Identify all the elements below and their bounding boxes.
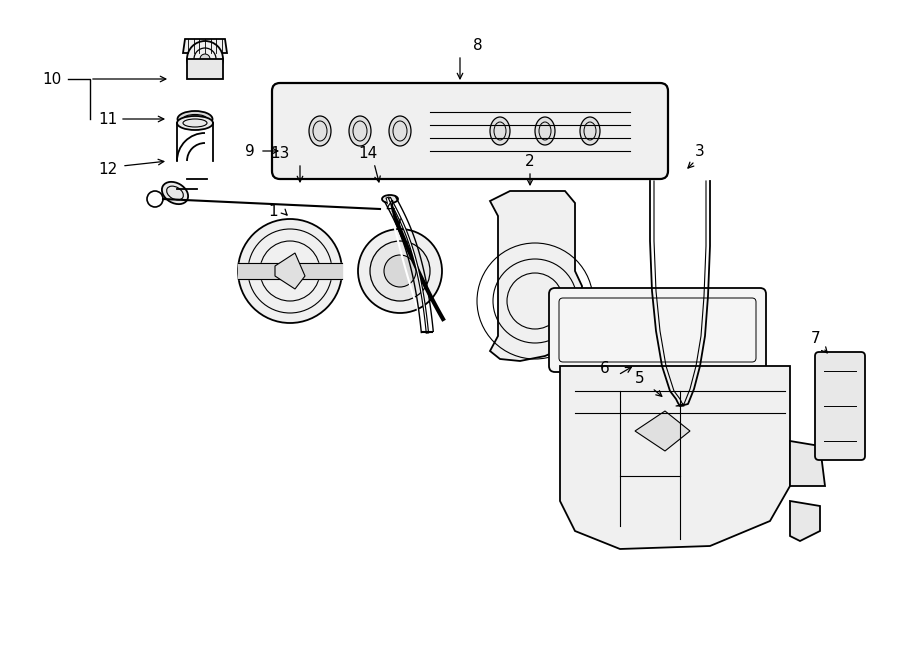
Circle shape	[238, 219, 342, 323]
Text: 13: 13	[270, 146, 290, 161]
Polygon shape	[183, 39, 227, 53]
Circle shape	[370, 241, 430, 301]
Polygon shape	[275, 253, 305, 289]
Ellipse shape	[382, 195, 398, 203]
Circle shape	[358, 229, 442, 313]
Text: 4: 4	[385, 200, 395, 215]
FancyBboxPatch shape	[549, 288, 766, 372]
Text: 9: 9	[245, 143, 255, 159]
Text: 11: 11	[98, 112, 117, 126]
Polygon shape	[790, 501, 820, 541]
Circle shape	[384, 255, 416, 287]
Text: 1: 1	[268, 204, 278, 219]
Text: 8: 8	[473, 38, 482, 53]
Ellipse shape	[580, 117, 600, 145]
Text: 2: 2	[526, 154, 535, 169]
Circle shape	[187, 41, 223, 77]
Text: 10: 10	[43, 71, 62, 87]
Ellipse shape	[490, 117, 510, 145]
Ellipse shape	[177, 116, 213, 130]
Polygon shape	[187, 59, 223, 79]
Text: 12: 12	[98, 161, 117, 176]
Text: 3: 3	[695, 144, 705, 159]
Circle shape	[200, 54, 210, 64]
Ellipse shape	[389, 116, 411, 146]
Ellipse shape	[309, 116, 331, 146]
Text: 6: 6	[600, 361, 610, 376]
FancyBboxPatch shape	[272, 83, 668, 179]
Polygon shape	[490, 191, 582, 361]
FancyBboxPatch shape	[815, 352, 865, 460]
Text: 14: 14	[358, 146, 378, 161]
Ellipse shape	[535, 117, 555, 145]
Text: 5: 5	[635, 371, 645, 386]
Polygon shape	[635, 411, 690, 451]
Ellipse shape	[177, 111, 212, 127]
Polygon shape	[790, 441, 825, 486]
Ellipse shape	[162, 182, 188, 204]
Polygon shape	[560, 366, 790, 549]
Ellipse shape	[349, 116, 371, 146]
Text: 7: 7	[810, 331, 820, 346]
